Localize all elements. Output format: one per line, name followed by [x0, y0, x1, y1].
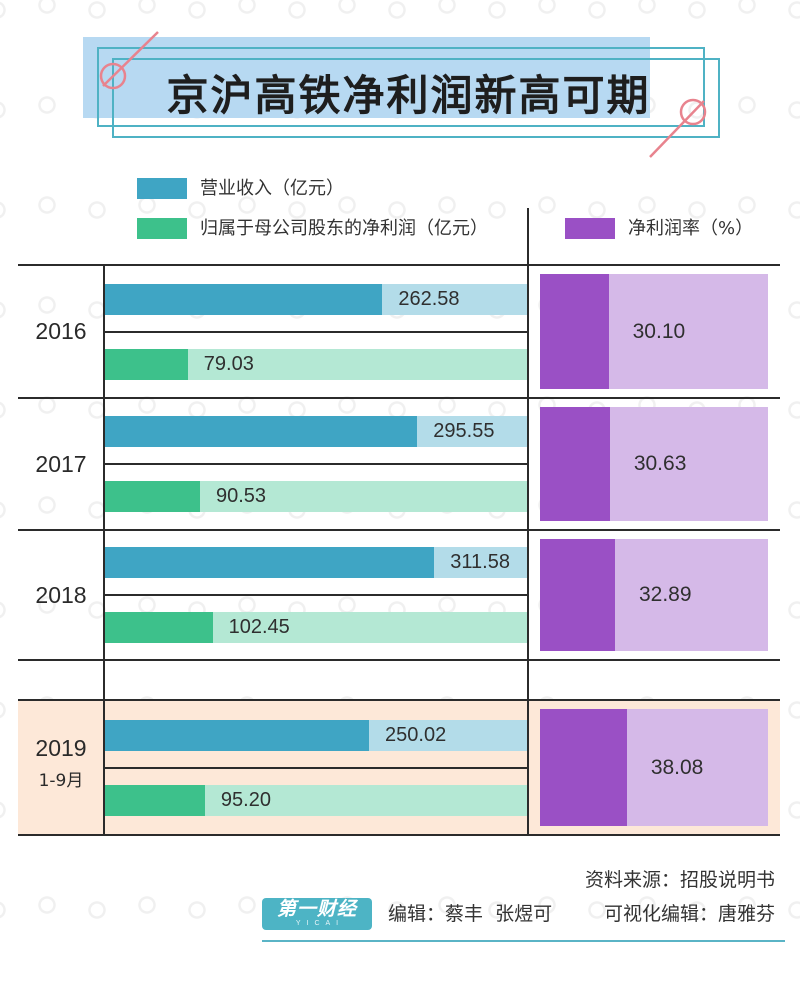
revenue-bar	[104, 547, 435, 578]
revenue-value-label: 295.55	[433, 420, 495, 442]
legend-label-profit: 归属于母公司股东的净利润（亿元）	[200, 218, 488, 239]
revenue-bar	[104, 283, 383, 315]
title-frame	[97, 47, 705, 127]
bar-divider	[104, 463, 528, 465]
bar-divider	[104, 767, 528, 769]
margin-value-label: 38.08	[650, 756, 704, 779]
profit-value-label: 79.03	[203, 352, 254, 375]
title-decoration	[99, 31, 707, 158]
logo-subtext: YICAI	[295, 920, 345, 927]
revenue-value-label: 262.58	[398, 287, 460, 310]
legend-label-margin: 净利润率（%）	[628, 218, 754, 239]
legend-label-revenue: 营业收入（亿元）	[200, 178, 344, 199]
year-text: 2017	[35, 450, 87, 477]
year-label: 2016	[18, 265, 104, 398]
publisher-logo: 第一财经 YICAI	[262, 898, 372, 930]
row-divider	[18, 699, 780, 701]
accent-circle	[679, 98, 707, 126]
footer-divider	[262, 940, 785, 942]
year-text: 2018	[35, 581, 87, 608]
year-text: 2019	[35, 734, 87, 761]
profit-value-label: 102.45	[228, 616, 290, 638]
page-title: 京沪高铁净利润新高可期	[166, 71, 651, 120]
profit-value-label: 95.20	[220, 788, 271, 811]
margin-bar	[540, 407, 610, 521]
year-column-divider	[103, 265, 105, 835]
title-frame-offset	[112, 58, 720, 138]
period-text: 1-9月	[38, 770, 84, 791]
legend-swatch-profit	[137, 218, 187, 239]
row-divider	[18, 264, 780, 266]
margin-bar	[540, 709, 627, 826]
revenue-value-label: 250.02	[385, 723, 447, 746]
legend-swatch-margin	[565, 218, 615, 239]
bar-divider	[104, 331, 528, 333]
margin-value-label: 30.10	[632, 320, 686, 343]
title-background	[83, 37, 650, 118]
margin-value-label: 30.63	[633, 452, 687, 475]
profit-bar	[104, 784, 205, 816]
margin-bar	[540, 274, 609, 389]
logo-text: 第一财经	[276, 898, 357, 920]
row-divider	[18, 834, 780, 836]
year-label: 2019 1-9月	[18, 700, 104, 835]
profit-bar	[104, 481, 200, 512]
year-label: 2017	[18, 398, 104, 530]
profit-bar	[104, 348, 188, 380]
year-text: 2016	[35, 318, 87, 344]
source-note: 资料来源：招股说明书	[584, 869, 775, 891]
accent-circle	[99, 62, 127, 90]
margin-value-label: 32.89	[638, 583, 692, 606]
visual-editor-credit: 可视化编辑：唐雅芬	[603, 903, 775, 925]
profit-bar	[104, 612, 213, 643]
row-divider	[18, 529, 780, 531]
revenue-bar	[104, 416, 418, 447]
legend-swatch-revenue	[137, 178, 187, 199]
accent-line	[649, 100, 705, 158]
panel-divider	[527, 208, 529, 835]
row-divider	[18, 659, 780, 661]
year-label: 2018	[18, 530, 104, 660]
revenue-value-label: 311.58	[450, 551, 510, 573]
accent-line	[102, 31, 159, 87]
row-divider	[18, 397, 780, 399]
profit-value-label: 90.53	[215, 485, 267, 507]
margin-bar	[540, 539, 615, 651]
editors-credit: 编辑：蔡丰 张煜可	[388, 903, 553, 925]
revenue-bar	[104, 719, 370, 751]
bar-divider	[104, 594, 528, 596]
